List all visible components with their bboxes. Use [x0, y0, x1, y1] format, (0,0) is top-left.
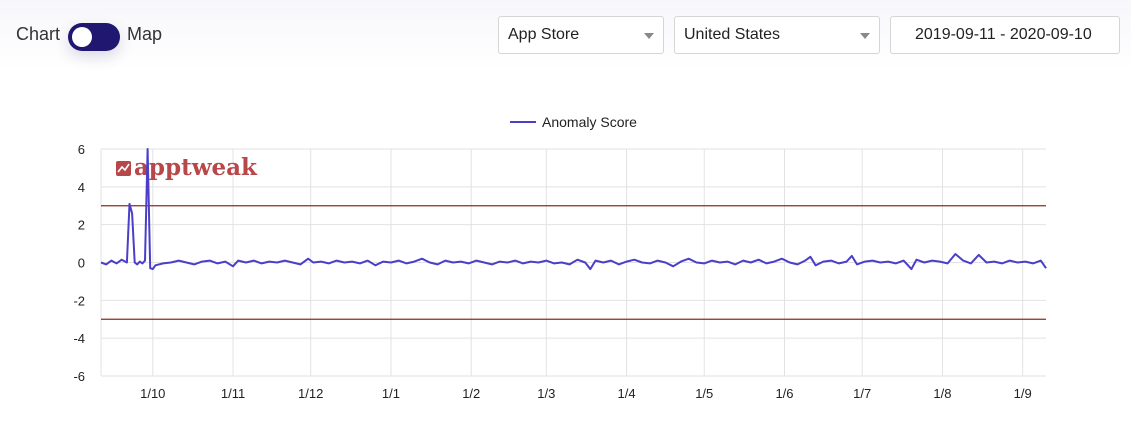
- x-tick-label: 1/1: [382, 386, 400, 401]
- series-layer: [100, 148, 1047, 271]
- x-tick-label: 1/6: [775, 386, 793, 401]
- x-tick-label: 1/2: [462, 386, 480, 401]
- chart-legend[interactable]: Anomaly Score: [510, 114, 637, 130]
- chart-map-toggle[interactable]: [68, 23, 120, 51]
- date-range-value: 2019-09-11 - 2020-09-10: [915, 26, 1092, 43]
- y-tick-label: 0: [78, 256, 85, 271]
- y-tick-label: 4: [78, 180, 85, 195]
- toggle-knob: [72, 27, 92, 47]
- x-tick-label: 1/5: [695, 386, 713, 401]
- chevron-down-icon: [644, 33, 654, 39]
- x-tick-label: 1/8: [933, 386, 951, 401]
- chart-toggle-label[interactable]: Chart: [16, 24, 61, 44]
- chart-axes: -6 -4 -2 0 2 4 6 1/10 1/11 1/12 1/1 1/2 1/3 1/4 1/5 1/6…: [73, 142, 1031, 401]
- y-tick-label: 6: [78, 142, 85, 157]
- x-tick-label: 1/11: [221, 386, 245, 401]
- store-select-value: App Store: [508, 26, 580, 43]
- store-select[interactable]: App Store: [498, 16, 664, 54]
- legend-label: Anomaly Score: [542, 114, 637, 130]
- x-tick-label: 1/10: [140, 386, 165, 401]
- y-tick-label: -6: [73, 369, 85, 384]
- map-toggle-label[interactable]: Map: [127, 24, 163, 44]
- y-tick-label: -2: [73, 293, 85, 308]
- country-select[interactable]: United States: [674, 16, 880, 54]
- date-range-picker[interactable]: 2019-09-11 - 2020-09-10: [890, 16, 1120, 54]
- x-tick-label: 1/9: [1014, 386, 1032, 401]
- threshold-lines: [101, 205, 1046, 320]
- x-tick-label: 1/12: [298, 386, 323, 401]
- x-tick-label: 1/4: [618, 386, 636, 401]
- x-tick-label: 1/3: [537, 386, 555, 401]
- x-tick-label: 1/7: [853, 386, 871, 401]
- y-tick-label: 2: [78, 218, 85, 233]
- trend-icon: [117, 163, 130, 173]
- watermark-logo: apptweak: [116, 154, 258, 181]
- chevron-down-icon: [860, 33, 870, 39]
- watermark-text: apptweak: [134, 154, 258, 181]
- series-line: [100, 148, 1047, 271]
- y-tick-label: -4: [73, 331, 85, 346]
- country-select-value: United States: [684, 26, 781, 43]
